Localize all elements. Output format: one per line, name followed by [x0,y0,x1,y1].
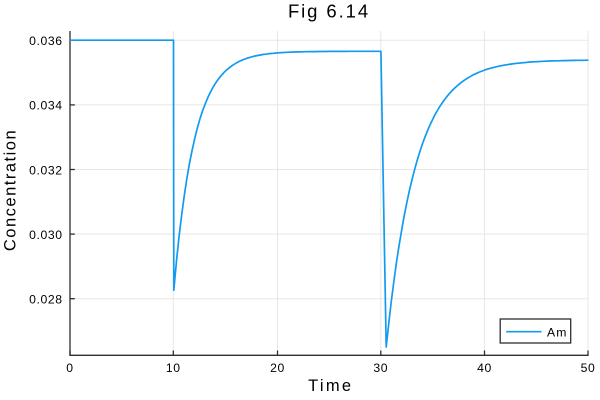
svg-text:0.030: 0.030 [29,228,63,242]
svg-text:Fig 6.14: Fig 6.14 [288,0,370,21]
svg-text:0.032: 0.032 [29,163,63,177]
svg-text:10: 10 [166,361,181,375]
svg-text:0: 0 [66,361,73,375]
svg-text:Concentration: Concentration [2,129,20,251]
svg-text:20: 20 [270,361,285,375]
svg-text:30: 30 [373,361,388,375]
svg-text:40: 40 [477,361,492,375]
svg-text:0.028: 0.028 [29,292,63,306]
svg-text:50: 50 [581,361,596,375]
svg-text:Time: Time [308,377,353,395]
svg-text:Am: Am [547,326,567,340]
svg-text:0.034: 0.034 [29,99,63,113]
svg-text:0.036: 0.036 [29,34,63,48]
